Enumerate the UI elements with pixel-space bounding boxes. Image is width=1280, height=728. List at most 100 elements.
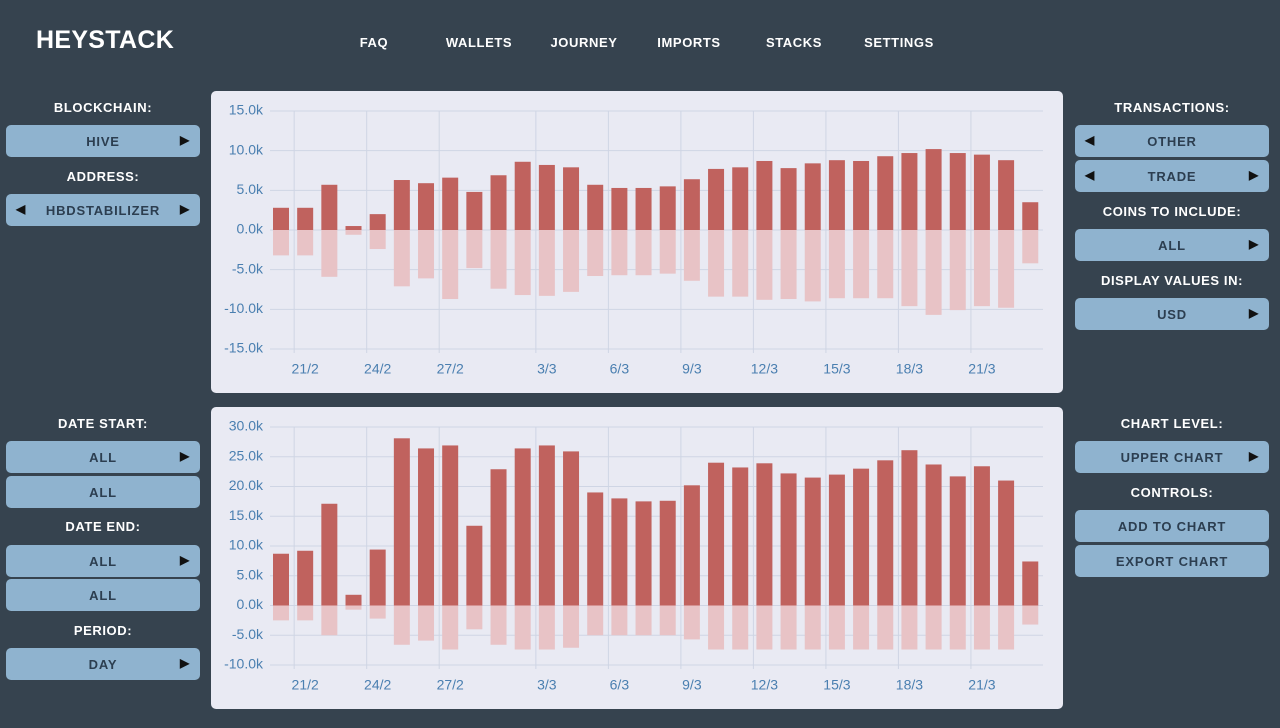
bar [538,164,555,230]
bar [369,605,386,619]
label: PERIOD: [73,623,133,638]
bar [732,230,749,297]
bar [853,468,870,606]
bar [901,605,918,650]
bar [1022,202,1039,230]
bar [563,230,580,292]
bar [273,230,289,256]
button[interactable]: ALL ▶ [6,545,200,577]
arrow-right: ▶ [179,449,190,463]
button-text: ALL [1158,237,1186,253]
button[interactable]: ◀ OTHER [1075,125,1269,157]
label: BLOCKCHAIN: [53,100,153,115]
bar [708,230,725,297]
button[interactable]: HIVE ▶ [6,125,200,157]
button[interactable]: EXPORT CHART [1075,545,1269,577]
nav-link[interactable]: FAQ [359,35,389,50]
button-text: OTHER [1147,133,1197,149]
bar [393,438,410,606]
bar [611,230,628,276]
bar [659,605,676,636]
bar [369,549,386,606]
nav-link[interactable]: JOURNEY [550,35,618,50]
y-tick-label: 5.0k [237,566,264,582]
bar [442,177,459,230]
x-tick-label: 6/3 [610,677,630,693]
bar [732,167,749,230]
button[interactable]: USD ▶ [1075,298,1269,330]
bar [780,605,797,650]
bar [901,230,918,307]
y-tick-label: -5.0k [232,626,264,642]
button-text: UPPER CHART [1120,449,1224,465]
bar [297,230,314,256]
bar [273,553,289,606]
button[interactable]: ◀ HBDSTABILIZER ▶ [6,194,200,226]
x-tick-label: 21/3 [968,361,995,377]
bar [466,230,483,269]
bar [853,605,870,650]
bar [418,448,435,606]
nav-link[interactable]: SETTINGS [864,35,934,50]
button-text: USD [1157,306,1187,322]
bar [901,153,918,230]
bar [998,230,1015,308]
bar [708,168,725,230]
button[interactable]: ALL ▶ [1075,229,1269,261]
bar [780,168,797,230]
bar [756,160,773,230]
x-tick-label: 3/3 [537,361,557,377]
button[interactable]: ALL [6,476,200,508]
button[interactable]: DAY ▶ [6,648,200,680]
button[interactable]: ◀ TRADE ▶ [1075,160,1269,192]
x-tick-label: 24/2 [364,361,391,377]
button-text: ALL [89,449,117,465]
y-tick-label: 10.0k [229,537,264,553]
bar [804,230,821,302]
y-tick-label: -10.0k [224,656,264,672]
bar [780,230,797,300]
bar [708,462,725,606]
y-tick-label: 0.0k [237,596,264,612]
x-tick-label: 15/3 [823,361,850,377]
bar [466,191,483,230]
bar [949,476,966,606]
button[interactable]: ALL [6,579,200,611]
label: DATE START: [58,416,148,431]
button[interactable]: ALL ▶ [6,441,200,473]
bar [297,207,314,230]
bar [514,161,531,230]
x-tick-label: 6/3 [610,361,630,377]
button[interactable]: UPPER CHART ▶ [1075,441,1269,473]
chart-panel: 30.0k 25.0k 20.0k 15.0k 10.0k 5.0k 0.0k -5.0k -1… [211,407,1063,709]
x-tick-label: 27/2 [437,361,464,377]
brand[interactable]: HEYSTACK [36,26,175,54]
arrow-right: ▶ [1248,449,1259,463]
bar [683,179,700,230]
button-text: ALL [89,484,117,500]
bar [321,503,338,606]
nav-link[interactable]: STACKS [765,35,823,50]
nav-link[interactable]: WALLETS [445,35,513,50]
nav-link[interactable]: IMPORTS [657,35,721,50]
bar [708,605,725,650]
bar [756,230,773,300]
bar [442,230,459,300]
bar [442,445,459,606]
bar [418,605,435,641]
chart-panel: 15.0k 10.0k 5.0k 0.0k -5.0k -10.0k -15.0k 21/2 2… [211,91,1063,393]
button[interactable]: ADD TO CHART [1075,510,1269,542]
x-tick-label: 21/2 [292,677,319,693]
bar [780,473,797,606]
label: CHART LEVEL: [1120,416,1224,431]
bar [514,448,531,606]
bar [321,230,338,277]
bar [804,605,821,650]
bar [949,230,966,311]
bar [925,230,942,315]
button-text: ALL [89,587,117,603]
bar [732,605,749,650]
bar [418,230,435,279]
arrow-left: ◀ [1085,168,1096,182]
